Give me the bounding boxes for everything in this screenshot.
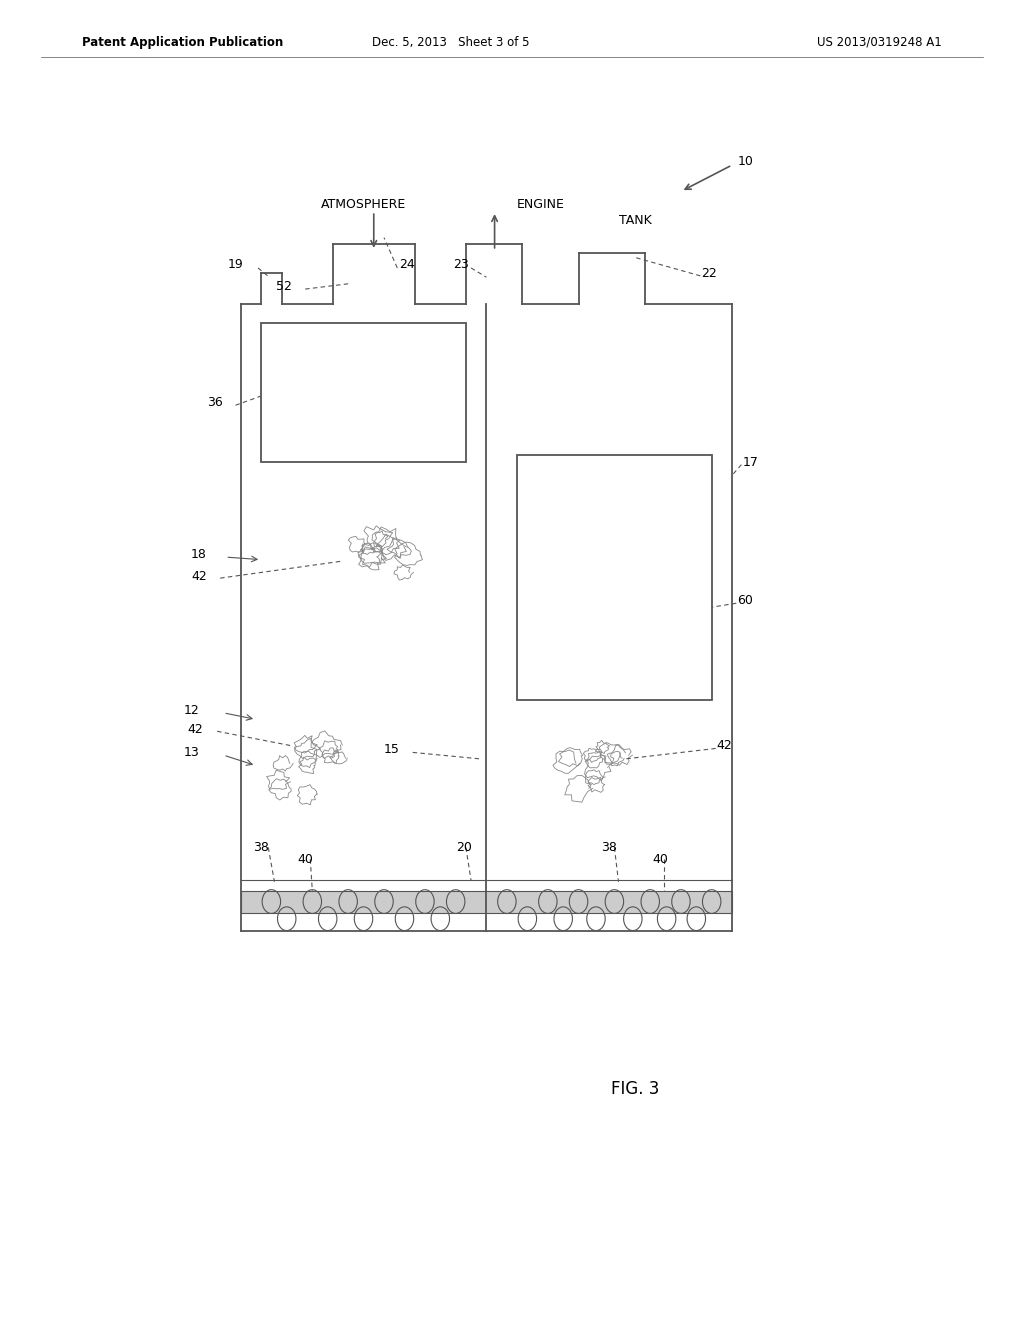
Text: US 2013/0319248 A1: US 2013/0319248 A1 [817,36,942,49]
Text: 42: 42 [187,723,203,737]
Bar [241,891,732,913]
Text: 20: 20 [456,841,472,854]
Text: FIG. 3: FIG. 3 [610,1080,659,1098]
Text: 52: 52 [275,280,292,293]
Text: ENGINE: ENGINE [517,198,564,211]
Text: 10: 10 [737,154,754,168]
Text: 12: 12 [184,704,200,717]
Text: 40: 40 [297,853,313,866]
Text: 24: 24 [399,257,415,271]
Text: ATMOSPHERE: ATMOSPHERE [321,198,407,211]
Text: 40: 40 [652,853,669,866]
Text: 42: 42 [191,570,207,583]
Text: 38: 38 [253,841,269,854]
Text: 17: 17 [742,455,759,469]
Text: 13: 13 [184,746,200,759]
Text: 19: 19 [228,257,244,271]
Bar [261,323,466,462]
Text: 22: 22 [701,267,717,280]
Text: 60: 60 [737,594,754,607]
Text: 23: 23 [454,257,469,271]
Text: 36: 36 [208,396,223,409]
Text: Patent Application Publication: Patent Application Publication [82,36,284,49]
Text: 18: 18 [190,548,207,561]
Text: 42: 42 [717,739,732,752]
Text: 38: 38 [601,841,617,854]
Bar [517,455,712,700]
Text: Dec. 5, 2013   Sheet 3 of 5: Dec. 5, 2013 Sheet 3 of 5 [372,36,529,49]
Text: 15: 15 [383,743,399,756]
Text: TANK: TANK [618,214,651,227]
